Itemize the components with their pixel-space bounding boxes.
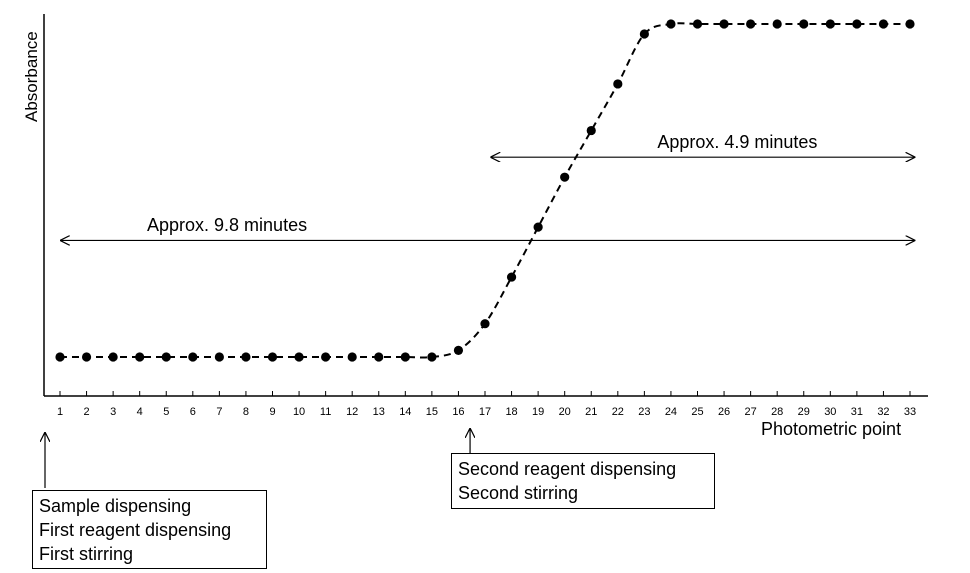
data-point: [188, 352, 198, 362]
data-point: [480, 319, 490, 329]
sample-dispensing-callout: Sample dispensing First reagent dispensi…: [32, 490, 267, 569]
data-point: [506, 272, 517, 282]
x-tick-label: 32: [877, 406, 889, 418]
x-tick-label: 13: [373, 406, 385, 418]
data-point: [214, 352, 224, 362]
x-tick-label: 7: [216, 406, 222, 418]
second-reagent-callout: Second reagent dispensing Second stirrin…: [451, 453, 715, 509]
data-point: [267, 352, 278, 362]
x-tick-label: 23: [638, 406, 650, 418]
axes: [43, 14, 928, 397]
data-point: [719, 19, 729, 29]
data-point: [241, 352, 251, 362]
data-point: [161, 352, 171, 362]
x-tick-label: 30: [824, 406, 836, 418]
data-point: [135, 352, 145, 362]
y-axis-label: Absorbance: [22, 31, 41, 122]
data-point: [347, 352, 357, 362]
data-point: [852, 19, 862, 29]
data-point: [639, 29, 649, 39]
x-tick-label: 5: [163, 406, 169, 418]
data-point: [321, 352, 331, 362]
data-point: [560, 172, 570, 182]
data-point: [666, 19, 676, 29]
annotations: [60, 157, 916, 240]
data-point: [692, 19, 703, 29]
x-tick-label: 18: [505, 406, 517, 418]
data-point: [799, 19, 809, 29]
x-tick-label: 19: [532, 406, 544, 418]
callout-arrows: [45, 428, 470, 488]
x-tick-label: 2: [84, 406, 90, 418]
callout-line: First stirring: [39, 544, 133, 564]
data-point: [400, 352, 410, 362]
x-tick-label: 4: [137, 406, 143, 418]
data-point: [746, 19, 756, 29]
x-tick-label: 16: [452, 406, 464, 418]
x-tick-label: 21: [585, 406, 597, 418]
x-tick-label: 6: [190, 406, 196, 418]
series-line: [60, 22, 910, 359]
x-tick-label: 29: [798, 406, 810, 418]
data-point: [453, 345, 464, 355]
x-tick-label: 15: [426, 406, 438, 418]
data-point: [772, 19, 782, 29]
x-tick-label: 25: [691, 406, 703, 418]
data-point: [55, 352, 65, 362]
x-tick-label: 22: [612, 406, 624, 418]
callout-line: Sample dispensing: [39, 496, 192, 516]
x-tick-label: 31: [851, 406, 863, 418]
annotation-label-9-8-minutes: Approx. 9.8 minutes: [147, 215, 308, 236]
x-tick-label: 3: [110, 406, 116, 418]
series: [55, 19, 915, 362]
x-tick-label: 12: [346, 406, 358, 418]
data-point: [427, 352, 437, 362]
data-point: [905, 19, 915, 29]
x-tick-label: 17: [479, 406, 491, 418]
data-point: [878, 19, 889, 29]
callout-line: First reagent dispensing: [39, 520, 232, 540]
x-tick-label: 14: [399, 406, 411, 418]
annotation-label-4-9-minutes: Approx. 4.9 minutes: [657, 132, 818, 153]
x-tick-label: 27: [745, 406, 757, 418]
data-point: [294, 352, 304, 362]
x-tick-label: 20: [559, 406, 571, 418]
data-point: [825, 19, 835, 29]
data-point: [613, 79, 623, 89]
x-tick-label: 9: [269, 406, 275, 418]
callout-line: Second stirring: [458, 483, 579, 503]
x-tick-label: 33: [904, 406, 916, 418]
x-tick-label: 11: [320, 406, 331, 418]
x-ticks: 1 2 3 4 5 6 7 8 9 10 11 12 13 14 15 16 17 18 19 20 21 22 23 24 2…: [57, 391, 916, 418]
data-point: [586, 125, 596, 136]
x-tick-label: 28: [771, 406, 783, 418]
x-tick-label: 1: [57, 406, 63, 418]
x-axis-label: Photometric point: [761, 419, 902, 439]
x-tick-label: 24: [665, 406, 677, 418]
data-point: [108, 352, 118, 362]
data-point: [374, 352, 384, 362]
data-point: [81, 352, 92, 362]
callout-line: Second reagent dispensing: [458, 459, 677, 479]
x-tick-label: 26: [718, 406, 730, 418]
x-tick-label: 10: [293, 406, 305, 418]
data-point: [533, 222, 543, 232]
x-tick-label: 8: [243, 406, 249, 418]
